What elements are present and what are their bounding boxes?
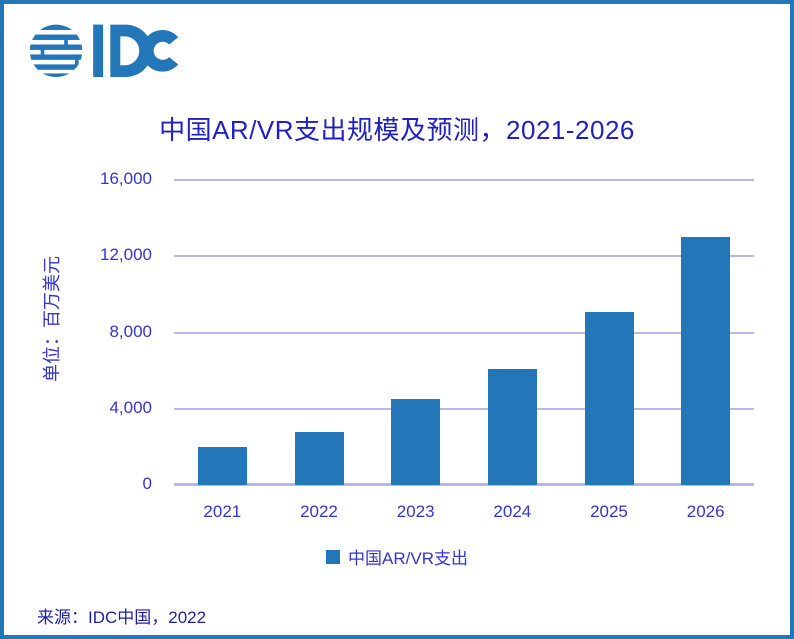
legend-label: 中国AR/VR支出 <box>348 549 468 568</box>
gridline-12000 <box>174 255 754 258</box>
bar-2026 <box>681 237 731 485</box>
gridline-8000 <box>174 331 754 334</box>
x-axis: 2021 2022 2023 2024 2025 2026 <box>174 502 754 524</box>
bar-2023 <box>391 399 441 485</box>
y-tick-label-8000: 8,000 <box>109 321 152 341</box>
gridline-0 <box>174 483 754 486</box>
bar-2025 <box>584 311 634 485</box>
y-axis: 0 4,000 8,000 12,000 16,000 <box>42 169 152 493</box>
x-tick-label-2024: 2024 <box>493 502 532 521</box>
idc-logo <box>28 24 179 78</box>
idc-globe-icon <box>28 24 86 78</box>
gridline-16000 <box>174 179 754 181</box>
legend-swatch-icon <box>326 549 341 564</box>
x-tick-label-2025: 2025 <box>590 502 628 521</box>
idc-wordmark <box>93 24 179 78</box>
bar-2024 <box>487 368 537 485</box>
gridline-4000 <box>174 407 754 410</box>
y-tick-label-12000: 12,000 <box>100 245 152 265</box>
x-tick-label-2021: 2021 <box>203 502 242 521</box>
source-note: 来源：IDC中国，2022 <box>37 608 207 627</box>
y-tick-label-4000: 4,000 <box>109 397 152 417</box>
x-tick-label-2022: 2022 <box>300 502 338 521</box>
y-tick-label-0: 0 <box>142 474 152 493</box>
x-tick-label-2026: 2026 <box>686 502 725 521</box>
legend: 中国AR/VR支出 <box>4 544 790 569</box>
bar-2021 <box>197 446 247 485</box>
chart-title: 中国AR/VR支出规模及预测，2021-2026 <box>159 115 635 145</box>
y-tick-label-16000: 16,000 <box>100 169 152 188</box>
plot-area <box>174 179 754 486</box>
bar-2022 <box>294 431 344 485</box>
x-tick-label-2023: 2023 <box>396 502 435 521</box>
